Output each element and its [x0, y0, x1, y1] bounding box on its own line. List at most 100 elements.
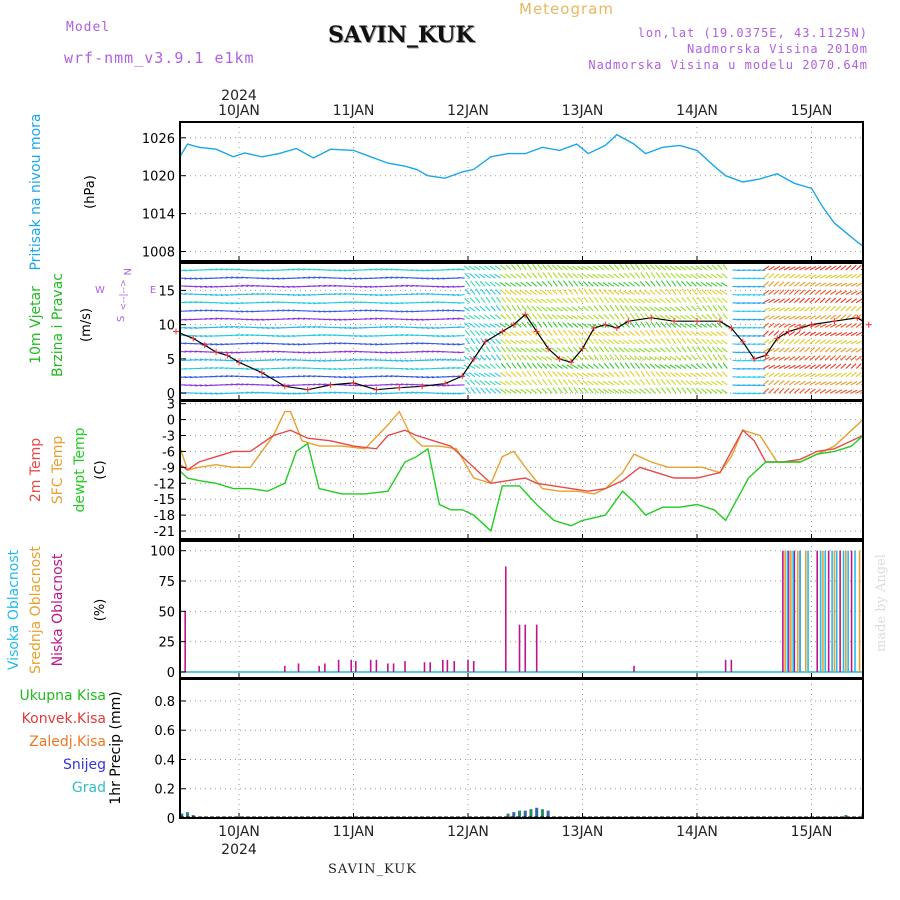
wind-arrow [210, 366, 218, 370]
wind-arrow [659, 347, 666, 353]
wind-arrow [266, 326, 274, 329]
wind-arrow [505, 289, 512, 295]
wind-arrow [628, 339, 635, 345]
wind-arrow [572, 379, 579, 386]
wind-arrow [700, 388, 708, 394]
year-label-top: 2024 [221, 88, 257, 104]
wind-arrow [681, 288, 687, 295]
wind-arrow [540, 298, 548, 304]
wind-arrow [669, 371, 677, 378]
wind-arrow [521, 305, 527, 312]
wind-arrow [722, 305, 728, 312]
wind-arrow [768, 356, 776, 361]
wind-arrow [480, 296, 486, 304]
wind-arrow [680, 306, 687, 312]
pressure-line [180, 133, 863, 247]
wind-arrow [624, 362, 630, 369]
wind-arrow [406, 310, 414, 313]
wind-arrow [845, 298, 852, 304]
wind-arrow [814, 274, 822, 279]
wind-arrow [406, 391, 414, 394]
wind-arrow [282, 309, 290, 312]
wind-arrow [551, 289, 558, 295]
wind-arrow [328, 391, 336, 394]
wind-arrow [824, 314, 832, 320]
wind-arrow [328, 284, 336, 287]
wind-arrow [545, 298, 553, 304]
wind-arrow [768, 379, 775, 386]
wind-arrow [794, 364, 801, 369]
wind-arrow [494, 273, 501, 279]
wind-arrow [690, 273, 697, 279]
y-tick-label: -9 [162, 461, 175, 476]
wind-arrow [649, 264, 656, 271]
wind-arrow [536, 306, 543, 312]
wind-arrow [464, 272, 471, 279]
wind-arrow [416, 269, 424, 272]
wind-arrow [793, 388, 800, 394]
wind-arrow [390, 383, 398, 386]
wind-arrow [644, 338, 651, 345]
wind-arrow [814, 355, 821, 361]
wind-arrow [840, 363, 847, 369]
wind-arrow [804, 388, 811, 394]
wind-arrow [717, 313, 723, 320]
wind-arrow [712, 297, 718, 304]
wind-arrow [628, 281, 635, 287]
wind-arrow [850, 290, 858, 295]
wind-arrow [639, 379, 646, 386]
wind-arrow [867, 349, 873, 352]
wind-arrow [205, 367, 213, 370]
wind-arrow [768, 372, 775, 378]
wind-arrow [385, 325, 393, 328]
wind-arrow [768, 322, 775, 328]
wind-arrow [504, 339, 512, 345]
wind-arrow [541, 280, 548, 287]
wind-arrow [711, 313, 718, 320]
wind-arrow [650, 272, 656, 279]
wind-arrow [452, 343, 460, 346]
wind-arrow [199, 384, 207, 387]
wind-arrow [675, 297, 682, 304]
wind-arrow [686, 296, 692, 304]
wind-arrow [679, 315, 687, 320]
wind-arrow [390, 334, 398, 337]
wind-arrow [686, 338, 692, 345]
wind-arrow [722, 362, 728, 369]
wind-arrow [824, 282, 832, 287]
wind-arrow [835, 282, 843, 287]
wind-arrow [484, 314, 491, 320]
wind-arrow [804, 289, 811, 295]
wind-arrow [700, 281, 708, 287]
wind-arrow [830, 389, 837, 394]
meteogram-label: Meteogram [519, 0, 614, 18]
wind-arrow [495, 354, 502, 361]
wind-arrow [532, 370, 538, 378]
wind-arrow [592, 380, 599, 386]
wind-arrow [318, 310, 326, 313]
wind-arrow [169, 384, 176, 385]
wind-arrow [505, 313, 512, 320]
ylabel-dewpt: dewpt Temp [72, 427, 88, 512]
wind-arrow [799, 274, 806, 279]
wind-arrow [526, 263, 532, 271]
wind-arrow [261, 277, 269, 280]
y-tick-label: -15 [154, 493, 175, 508]
wind-arrow [220, 375, 228, 378]
wind-arrow [685, 305, 692, 312]
wind-arrow [640, 272, 646, 279]
wind-arrow [506, 354, 512, 361]
wind-arrow [557, 371, 563, 378]
wind-arrow [643, 347, 651, 353]
wind-arrow [292, 293, 300, 296]
wind-arrow [763, 322, 770, 328]
x-tick-label-bottom: 14JAN [676, 824, 718, 840]
wind-arrow [701, 289, 708, 295]
wind-arrow [675, 322, 682, 328]
precip-bar [535, 807, 539, 818]
wind-arrow [520, 290, 527, 295]
wind-arrow [494, 323, 501, 328]
wind-arrow [629, 305, 636, 312]
wind-arrow [230, 302, 238, 305]
wind-arrow [406, 342, 414, 345]
